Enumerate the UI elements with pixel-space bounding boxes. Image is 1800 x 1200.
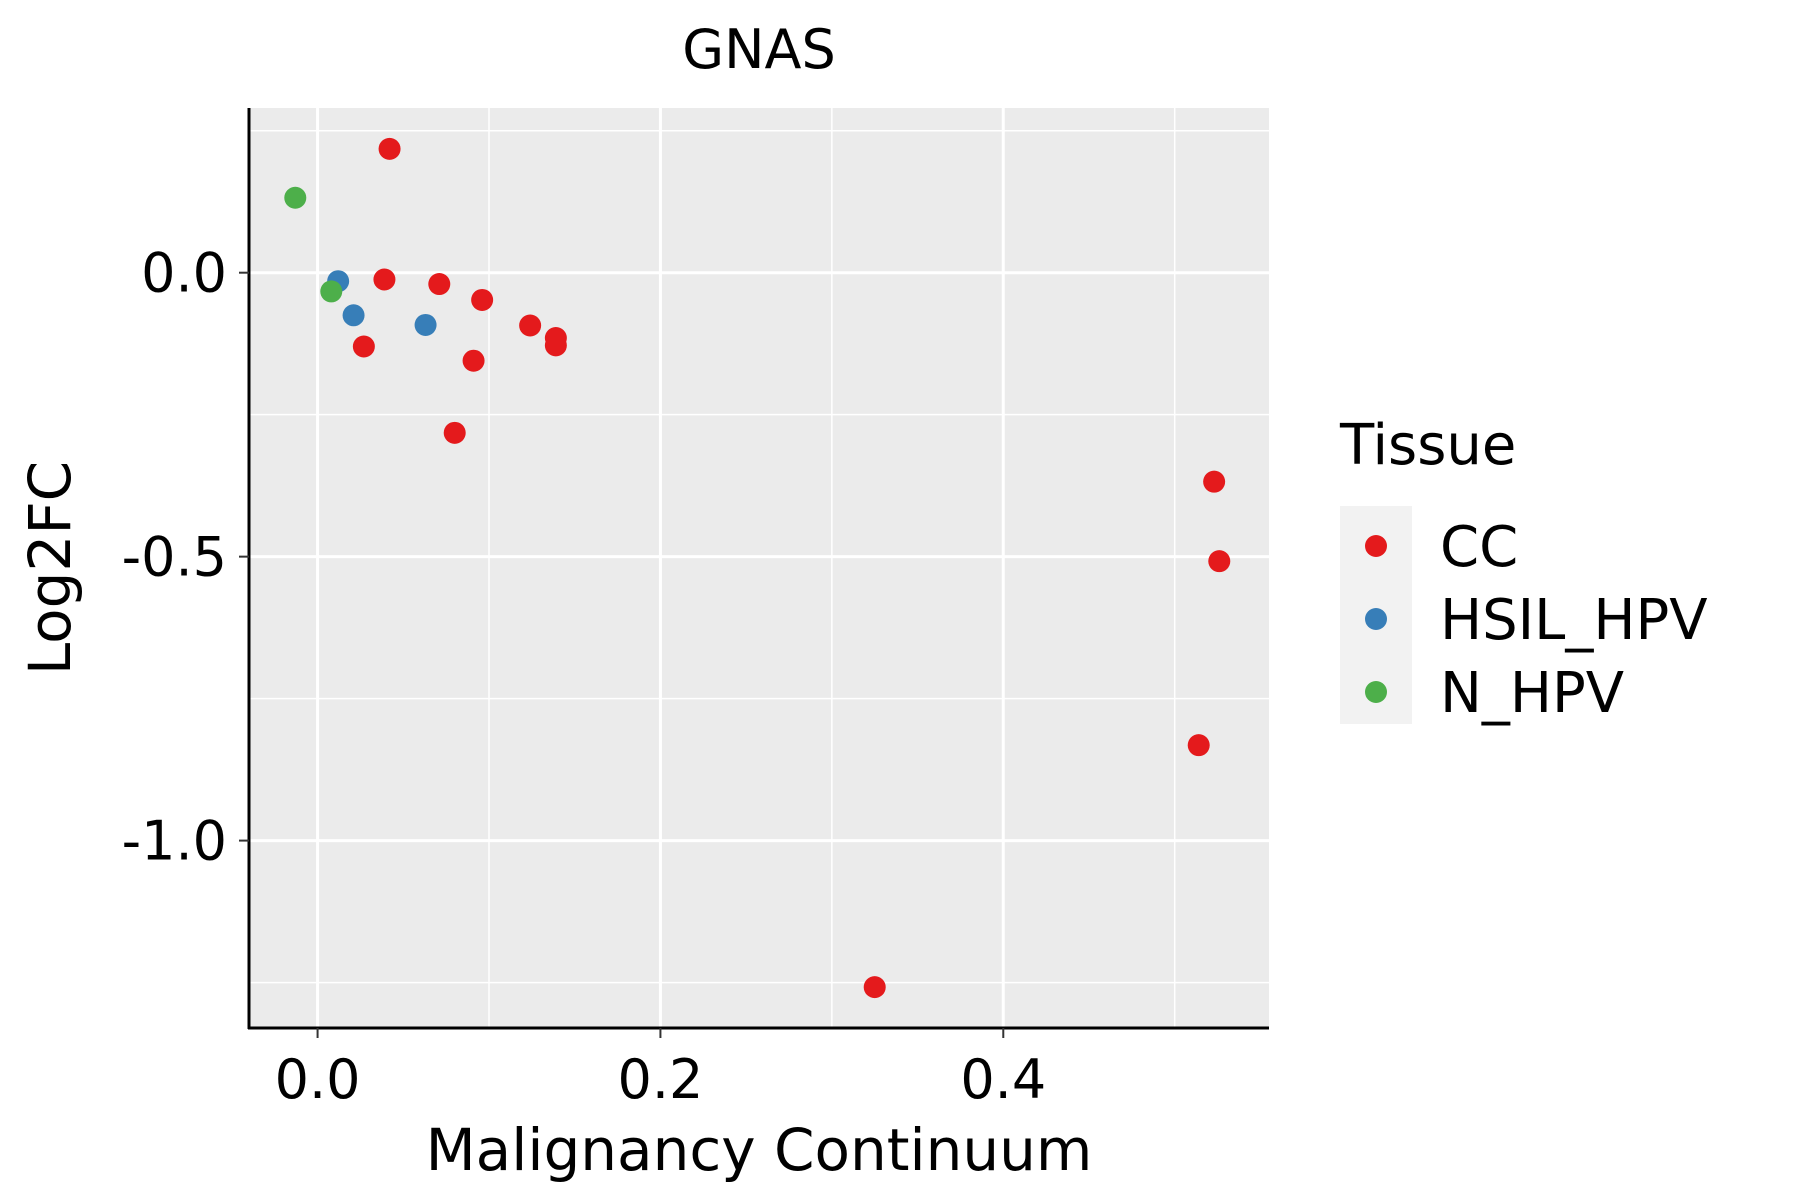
data-point-cc: [462, 349, 485, 372]
x-axis-ticks: 0.0 0.2 0.4: [275, 1028, 1046, 1111]
data-point-cc: [352, 335, 375, 358]
legend-title: Tissue: [1339, 413, 1516, 478]
data-point-cc: [1208, 550, 1231, 573]
x-tick-label: 0.4: [960, 1048, 1046, 1111]
data-point-cc: [428, 273, 451, 296]
x-tick-label: 0.0: [275, 1048, 361, 1111]
legend-label-n-hpv: N_HPV: [1440, 661, 1624, 726]
x-axis-title: Malignancy Continuum: [426, 1116, 1093, 1184]
x-tick-label: 0.2: [617, 1048, 703, 1111]
grid-minor: [249, 108, 1269, 1028]
data-point-n-hpv: [284, 186, 307, 209]
legend-label-cc: CC: [1440, 515, 1518, 580]
y-axis-ticks: 0.0 -0.5 -1.0: [122, 242, 249, 873]
data-point-hsil-hpv: [342, 304, 365, 327]
plot-panel: [249, 108, 1269, 1028]
data-point-cc: [378, 137, 401, 160]
legend: Tissue CC HSIL_HPV N_HPV: [1339, 413, 1708, 726]
data-point-n-hpv: [320, 280, 343, 303]
legend-label-hsil-hpv: HSIL_HPV: [1440, 588, 1708, 653]
data-point-cc: [1187, 734, 1210, 757]
data-points: [284, 137, 1231, 999]
data-point-cc: [519, 314, 542, 337]
data-point-cc: [863, 976, 886, 999]
legend-key-n-hpv: [1365, 681, 1387, 703]
grid-major: [249, 108, 1269, 1028]
legend-key-cc: [1365, 535, 1387, 557]
data-point-cc: [1203, 470, 1226, 493]
chart-title: GNAS: [682, 18, 835, 81]
data-point-cc: [373, 268, 396, 291]
data-point-hsil-hpv: [414, 313, 437, 336]
y-axis-title: Log2FC: [16, 461, 84, 675]
legend-key-hsil-hpv: [1365, 608, 1387, 630]
data-point-cc: [544, 334, 567, 357]
y-tick-label: 0.0: [141, 242, 227, 305]
y-tick-label: -0.5: [122, 526, 227, 589]
data-point-cc: [471, 288, 494, 311]
y-tick-label: -1.0: [122, 810, 227, 873]
data-point-cc: [443, 421, 466, 444]
